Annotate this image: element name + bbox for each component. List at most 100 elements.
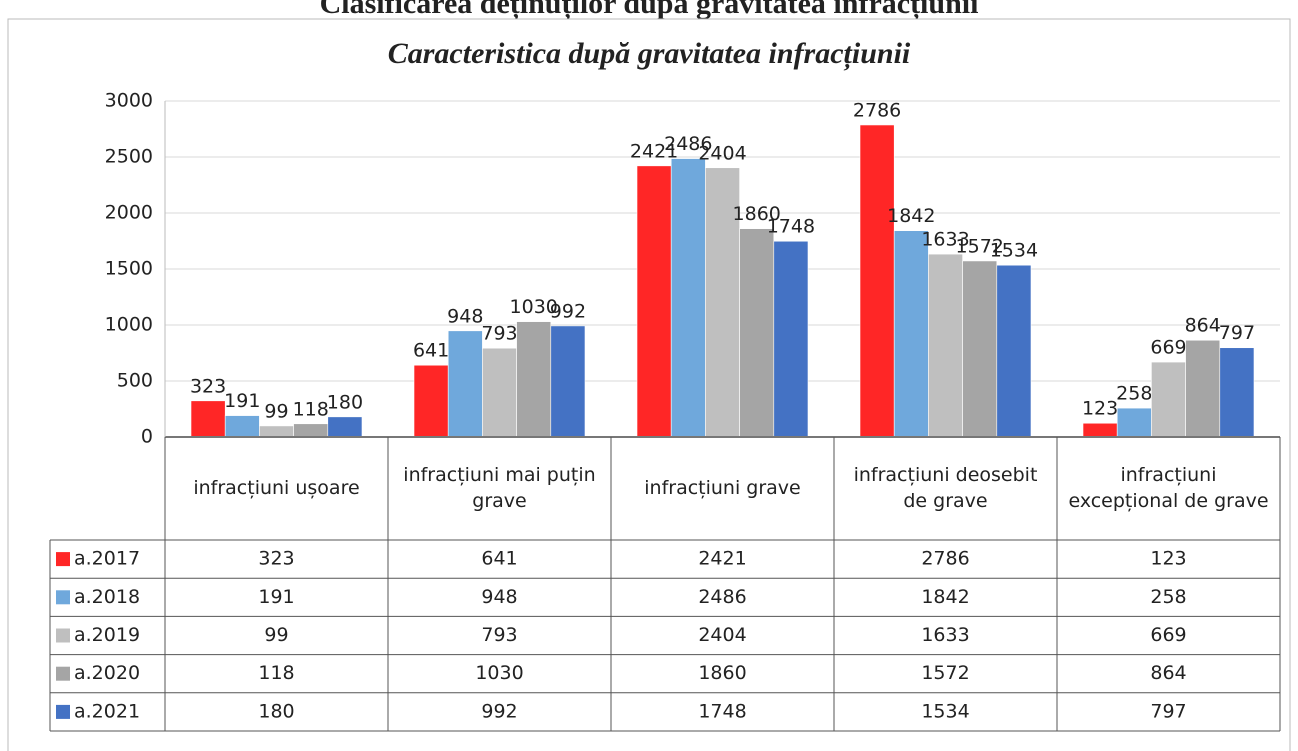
data-label: 191 — [224, 390, 260, 412]
table-cell: 118 — [258, 662, 294, 684]
bar — [1219, 347, 1255, 438]
table-cell: 992 — [481, 700, 517, 722]
table-cell: 180 — [258, 700, 294, 722]
y-tick-label: 1000 — [105, 314, 153, 336]
data-label: 864 — [1185, 315, 1221, 337]
x-tick-label-box: infracțiuni ușoare — [193, 476, 360, 499]
y-tick-label: 2500 — [105, 146, 153, 168]
x-tick-label-box: infracțiuni excepțional de grave — [1068, 463, 1269, 512]
table-cell: 323 — [258, 548, 294, 570]
y-tick-label: 1500 — [105, 258, 153, 280]
data-label: 323 — [190, 375, 226, 397]
table-cell: 669 — [1150, 624, 1186, 646]
data-label: 2421 — [630, 140, 678, 162]
data-label: 1860 — [733, 203, 781, 225]
data-label: 1842 — [887, 205, 935, 227]
data-label: 2486 — [664, 133, 712, 155]
table-cell: 258 — [1150, 586, 1186, 608]
table-cell: 864 — [1150, 662, 1186, 684]
bar — [516, 321, 552, 438]
bar — [482, 347, 517, 438]
data-label: 118 — [293, 398, 329, 420]
data-label: 1748 — [767, 216, 815, 238]
bar — [773, 240, 809, 438]
legend-label: a.2021 — [74, 700, 140, 722]
bar — [327, 416, 363, 438]
table-cell: 1030 — [475, 662, 523, 684]
data-label: 258 — [1116, 383, 1152, 405]
data-label: 180 — [327, 391, 363, 413]
table-cell: 2421 — [698, 548, 746, 570]
legend-label: a.2018 — [74, 586, 140, 608]
bar — [413, 364, 449, 438]
data-label: 123 — [1082, 398, 1118, 420]
data-label: 797 — [1219, 322, 1255, 344]
table-cell: 793 — [481, 624, 517, 646]
x-tick-label: infracțiuni excepțional de grave — [1068, 463, 1269, 512]
bar — [1185, 339, 1221, 438]
y-tick-label: 2000 — [105, 202, 153, 224]
bar — [739, 228, 775, 438]
chart-title: Caracteristica după gravitatea infracțiu… — [388, 37, 911, 71]
table-cell: 2786 — [921, 548, 969, 570]
bar — [893, 230, 929, 438]
legend-key — [56, 628, 70, 643]
table-cell: 1748 — [698, 700, 746, 722]
table-cell: 123 — [1150, 548, 1186, 570]
table-cell: 1572 — [921, 662, 969, 684]
bar — [190, 400, 226, 438]
legend-key — [56, 666, 70, 681]
table-cell: 99 — [264, 624, 288, 646]
table-cell: 191 — [258, 586, 294, 608]
x-tick-label: infracțiuni ușoare — [193, 476, 360, 499]
table-cell: 1633 — [921, 624, 969, 646]
x-tick-label-box: infracțiuni mai puțin grave — [403, 463, 596, 512]
legend-label: a.2020 — [74, 662, 140, 684]
bar — [859, 124, 895, 438]
x-tick-label-box: infracțiuni deosebit de grave — [854, 464, 1038, 512]
bar — [550, 325, 586, 438]
x-tick-label-box: infracțiuni grave — [644, 476, 801, 499]
data-label: 1030 — [510, 296, 558, 318]
bar — [259, 425, 294, 438]
legend-key — [56, 590, 70, 605]
bar — [705, 167, 740, 438]
bar — [670, 158, 706, 438]
x-tick-label: infracțiuni grave — [644, 476, 801, 499]
data-label: 99 — [264, 400, 288, 422]
y-tick-label: 500 — [117, 370, 153, 392]
data-label: 948 — [447, 305, 483, 327]
table-cell: 641 — [481, 548, 517, 570]
bar — [636, 165, 672, 438]
bar — [996, 264, 1032, 438]
data-label: 2404 — [698, 142, 746, 164]
bar — [447, 330, 483, 438]
legend-label: a.2019 — [74, 624, 140, 646]
data-label: 1633 — [921, 229, 969, 251]
bar — [1082, 422, 1118, 438]
bar — [1116, 407, 1152, 438]
bar — [293, 423, 329, 438]
bar — [1151, 361, 1186, 438]
page-title: Clasificarea deținuților după gravitatea… — [320, 0, 979, 21]
bar — [962, 260, 998, 438]
table-cell: 2404 — [698, 624, 746, 646]
y-tick-label: 0 — [141, 426, 153, 448]
table-cell: 797 — [1150, 700, 1186, 722]
data-label: 1572 — [956, 235, 1004, 257]
table-cell: 1860 — [698, 662, 746, 684]
table-cell: 2486 — [698, 586, 746, 608]
data-label: 1534 — [990, 240, 1038, 262]
x-tick-label: infracțiuni mai puțin grave — [403, 463, 596, 512]
bar — [224, 415, 260, 438]
data-label: 641 — [413, 340, 449, 362]
y-tick-label: 3000 — [105, 90, 153, 112]
legend-label: a.2017 — [74, 548, 140, 570]
table-cell: 1842 — [921, 586, 969, 608]
legend-key — [56, 704, 70, 719]
data-label: 793 — [481, 323, 517, 345]
data-label: 2786 — [853, 99, 901, 121]
table-cell: 948 — [481, 586, 517, 608]
bar — [928, 253, 963, 438]
